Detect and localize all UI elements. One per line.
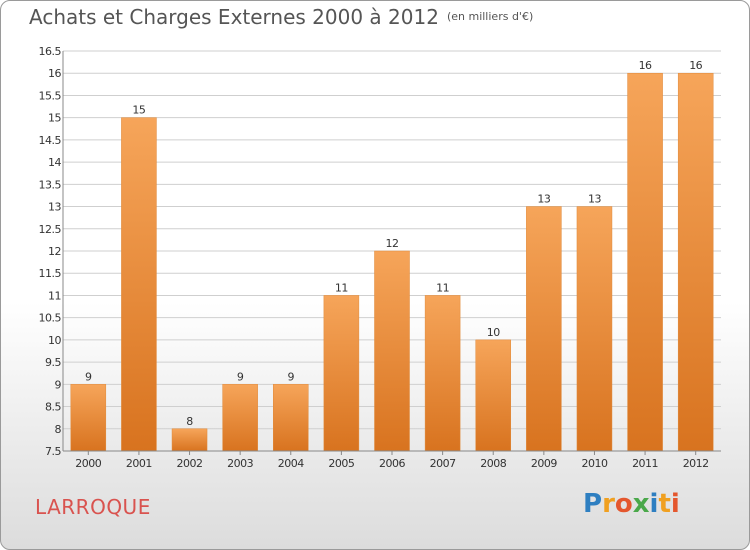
y-tick-label: 11.5 [39, 267, 62, 280]
y-tick-label: 16.5 [39, 45, 62, 58]
x-tick-label-2008: 2008 [480, 457, 506, 470]
y-tick-label: 8 [55, 423, 62, 436]
y-tick-label: 12 [48, 245, 61, 258]
value-label-2012: 16 [689, 59, 702, 72]
value-label-2010: 13 [588, 193, 601, 206]
value-label-2009: 13 [537, 193, 550, 206]
value-label-2007: 11 [436, 281, 449, 294]
value-label-2004: 9 [288, 370, 295, 383]
y-tick-label: 13.5 [39, 178, 62, 191]
bar-2011 [627, 72, 663, 452]
y-tick-label: 9.5 [45, 356, 61, 369]
bar-2008 [475, 339, 511, 452]
y-tick-label: 8.5 [45, 401, 61, 414]
bar-2003 [222, 384, 258, 452]
bar-2000 [70, 384, 107, 452]
x-tick-label-2004: 2004 [278, 457, 304, 470]
value-label-2003: 9 [237, 370, 244, 383]
value-label-2000: 9 [85, 370, 92, 383]
bar-2009 [526, 206, 562, 452]
y-tick-label: 14 [48, 156, 61, 169]
x-tick-label-2010: 2010 [581, 457, 607, 470]
y-tick-label: 13 [48, 201, 61, 214]
y-tick-label: 11 [48, 289, 61, 302]
x-tick-label-2007: 2007 [430, 457, 456, 470]
x-tick-label-2000: 2000 [75, 457, 101, 470]
value-label-2011: 16 [639, 59, 652, 72]
chart-title: Achats et Charges Externes 2000 à 2012 (e… [29, 5, 533, 29]
value-label-2001: 15 [132, 104, 145, 117]
value-label-2002: 8 [186, 415, 193, 428]
chart-subtitle: (en milliers d'€) [446, 10, 534, 23]
x-tick-label-2009: 2009 [531, 457, 557, 470]
x-axis: 2000 2001 2002 2003 2004 2005 2006 2007 2008 2009… [63, 450, 721, 470]
bar-2012 [677, 72, 714, 452]
bar-2005 [323, 295, 360, 452]
bar-2007 [424, 295, 461, 452]
x-tick-label-2001: 2001 [126, 457, 152, 470]
x-tick-label-2011: 2011 [632, 457, 658, 470]
bar-2002 [171, 428, 208, 452]
value-label-2005: 11 [335, 281, 348, 294]
bar-2001 [121, 117, 157, 452]
x-tick-label-2006: 2006 [379, 457, 405, 470]
y-tick-label: 9 [55, 378, 62, 391]
value-label-2006: 12 [386, 237, 399, 250]
y-tick-label: 15 [48, 112, 61, 125]
y-tick-label: 12.5 [39, 223, 62, 236]
bar-2006 [374, 250, 410, 452]
chart-title-text: Achats et Charges Externes 2000 à 2012 [29, 5, 439, 29]
x-tick-label-2012: 2012 [683, 457, 709, 470]
bar-2010 [576, 206, 613, 452]
bars: 9 15 8 9 9 11 12 11 10 13 13 16 16 [70, 59, 714, 452]
y-tick-label: 15.5 [39, 89, 62, 102]
x-tick-label-2005: 2005 [328, 457, 354, 470]
y-tick-label: 7.5 [45, 445, 61, 458]
y-axis: 7.5 8 8.5 9 9.5 10 10.5 11 11.5 12 12.5 13 13.5 14 14.… [39, 45, 64, 458]
y-tick-label: 10.5 [39, 312, 62, 325]
x-tick-label-2002: 2002 [177, 457, 203, 470]
proxiti-logo[interactable]: Proxiti [583, 489, 680, 519]
commune-name: LARROQUE [35, 495, 151, 519]
y-tick-label: 14.5 [39, 134, 62, 147]
y-tick-label: 16 [48, 67, 61, 80]
value-label-2008: 10 [487, 326, 500, 339]
y-tick-label: 10 [48, 334, 61, 347]
x-tick-label-2003: 2003 [227, 457, 253, 470]
bar-2004 [273, 384, 309, 452]
